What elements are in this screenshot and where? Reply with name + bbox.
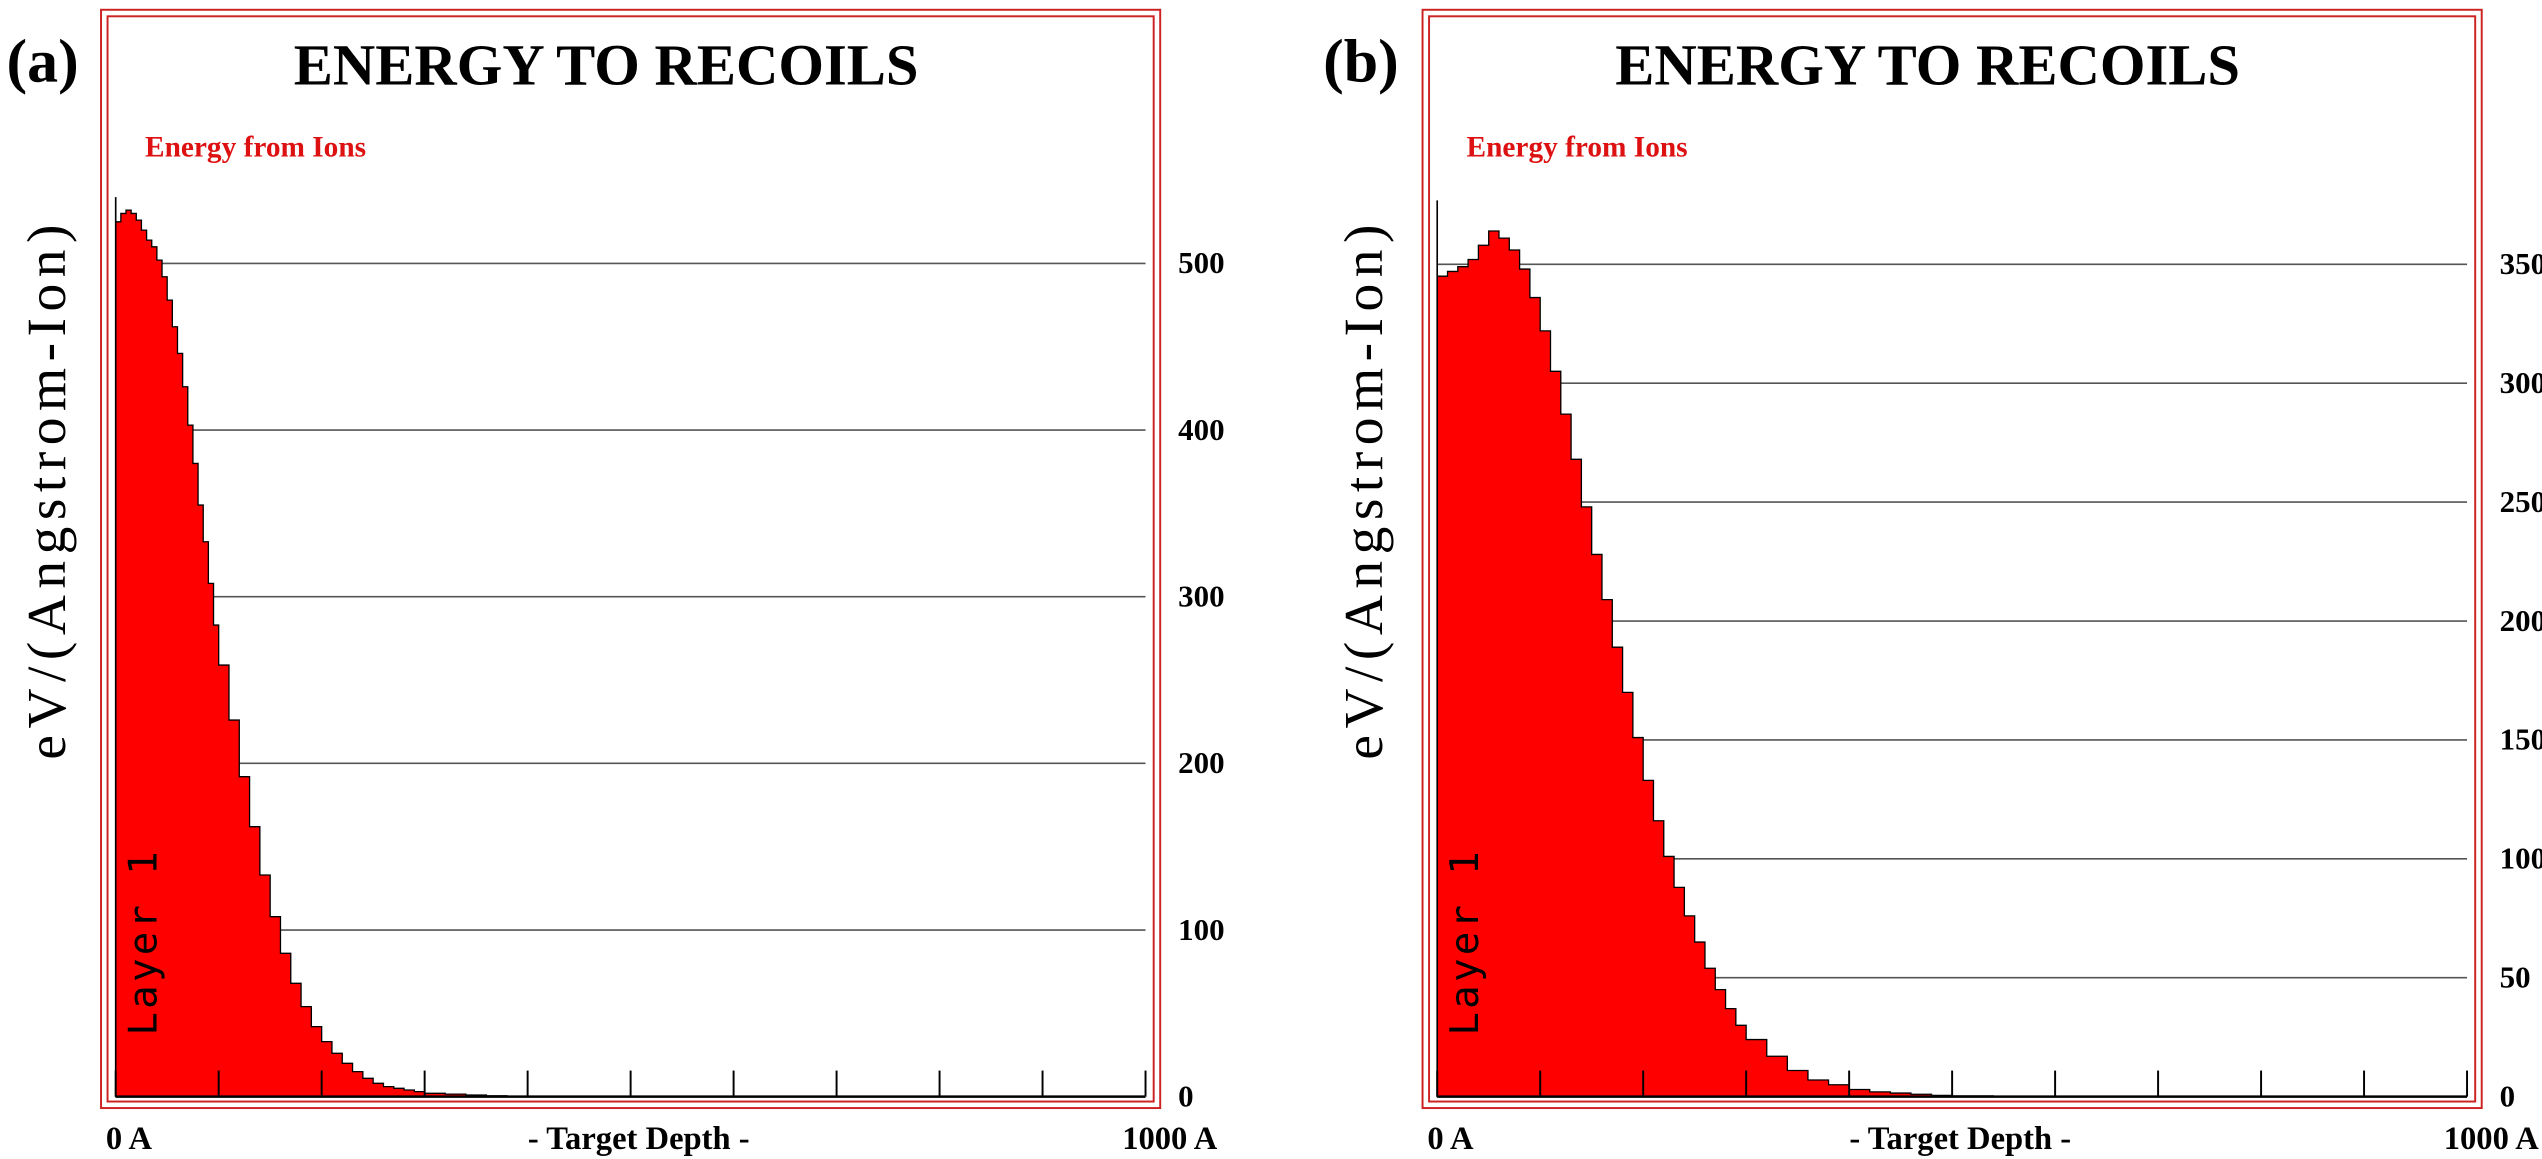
y-axis-label: eV/(Angstrom-Ion) — [16, 218, 77, 760]
panel-label: (b) — [1323, 27, 1399, 95]
x-tick-label: 1000 A — [2444, 1121, 2540, 1157]
chart-panel-a: (a) ENERGY TO RECOILS Energy from Ions 0 100… — [7, 8, 1225, 1157]
area-series — [1436, 230, 2468, 1098]
y-axis-label: eV/(Angstrom-Ion) — [1333, 218, 1394, 760]
y-tick-label: 0 — [2500, 1078, 2515, 1113]
y-tick-label: 100 — [2500, 841, 2542, 876]
x-tick-label: 0 A — [1427, 1121, 1474, 1157]
layer-label: Layer 1 — [121, 848, 166, 1036]
x-axis-label: - Target Depth - — [528, 1121, 750, 1157]
area-series — [115, 209, 1146, 1098]
y-tick-label: 50 — [2500, 960, 2531, 995]
y-tick-label: 400 — [1178, 412, 1224, 447]
chart-subtitle: Energy from Ions — [145, 131, 366, 163]
y-tick-label: 300 — [2500, 365, 2542, 400]
y-tick-label: 200 — [2500, 603, 2542, 638]
chart-subtitle: Energy from Ions — [1467, 131, 1688, 163]
gridlines — [115, 262, 1146, 931]
chart-panel-b: (b) ENERGY TO RECOILS Energy from Ions 0 50 1… — [1323, 8, 2542, 1157]
panel-label: (a) — [7, 27, 79, 95]
chart-title: ENERGY TO RECOILS — [1615, 33, 2240, 98]
chart-frame-outer — [100, 8, 1162, 1110]
chart-title: ENERGY TO RECOILS — [294, 33, 919, 98]
chart-frame-outer — [1421, 8, 2483, 1110]
y-tick-label: 250 — [2500, 484, 2542, 519]
y-tick-label: 300 — [1178, 579, 1224, 614]
y-tick-label: 100 — [1178, 912, 1224, 947]
y-tick-label: 500 — [1178, 245, 1224, 280]
y-tick-label: 350 — [2500, 246, 2542, 281]
y-tick-label: 150 — [2500, 722, 2542, 757]
chart-frame-inner — [106, 15, 1155, 1103]
x-tick-label: 1000 A — [1122, 1121, 1218, 1157]
layer-label: Layer 1 — [1443, 848, 1488, 1036]
x-tick-label: 0 A — [106, 1121, 153, 1157]
y-tick-label: 200 — [1178, 745, 1224, 780]
y-tick-label: 0 — [1178, 1078, 1193, 1113]
x-axis-label: - Target Depth - — [1849, 1121, 2071, 1157]
figure-root: (a) ENERGY TO RECOILS Energy from Ions 0 100… — [7, 8, 2542, 1157]
chart-frame-inner — [1428, 15, 2477, 1103]
